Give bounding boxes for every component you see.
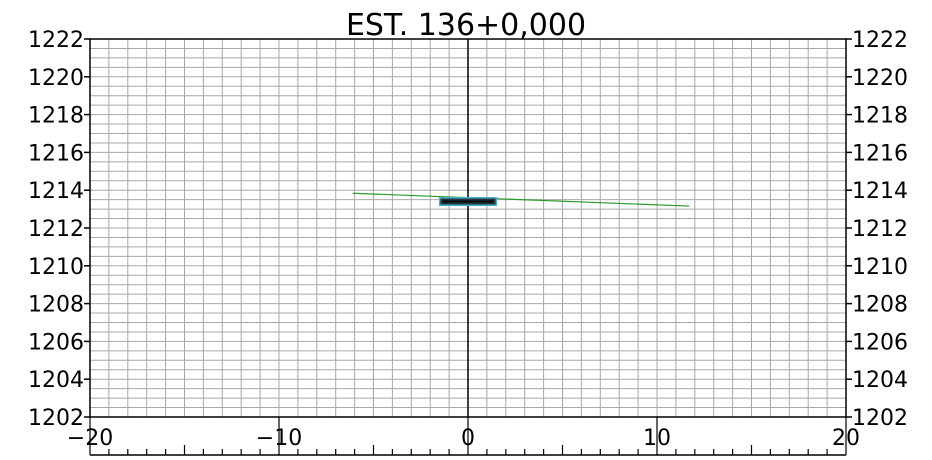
y-tick-label-left: 1210 (28, 255, 84, 280)
y-tick-label-right: 1208 (852, 293, 908, 318)
x-tick-label: 20 (832, 426, 860, 451)
y-tick-label-right: 1210 (852, 255, 908, 280)
y-tick-label-left: 1206 (28, 330, 84, 355)
y-tick-label-left: 1220 (28, 66, 84, 91)
y-tick-label-left: 1218 (28, 104, 84, 129)
y-tick-label-left: 1222 (28, 28, 84, 53)
x-tick-label: 10 (643, 426, 671, 451)
series-group (352, 192, 690, 207)
y-tick-label-right: 1214 (852, 179, 908, 204)
chart-title: EST. 136+0,000 (346, 8, 586, 43)
x-tick-label: −10 (256, 426, 302, 451)
y-tick-label-right: 1212 (852, 217, 908, 242)
y-tick-label-right: 1216 (852, 141, 908, 166)
y-tick-label-right: 1204 (852, 368, 908, 393)
y-tick-label-left: 1216 (28, 141, 84, 166)
y-tick-label-right: 1218 (852, 104, 908, 129)
tick-marks (84, 38, 852, 455)
y-tick-label-right: 1206 (852, 330, 908, 355)
y-tick-label-left: 1202 (28, 406, 84, 431)
tick-labels: 1202 1202 1204 1204 1206 1206 1208 1208 1210 1210… (28, 28, 908, 451)
y-tick-label-right: 1202 (852, 406, 908, 431)
y-tick-label-left: 1214 (28, 179, 84, 204)
y-tick-label-left: 1204 (28, 368, 84, 393)
y-tick-label-right: 1222 (852, 28, 908, 53)
x-tick-label: 0 (461, 426, 475, 451)
y-tick-label-right: 1220 (852, 66, 908, 91)
y-tick-label-left: 1212 (28, 217, 84, 242)
y-tick-label-left: 1208 (28, 293, 84, 318)
terrain-line (352, 192, 690, 207)
x-tick-label: −20 (67, 426, 113, 451)
